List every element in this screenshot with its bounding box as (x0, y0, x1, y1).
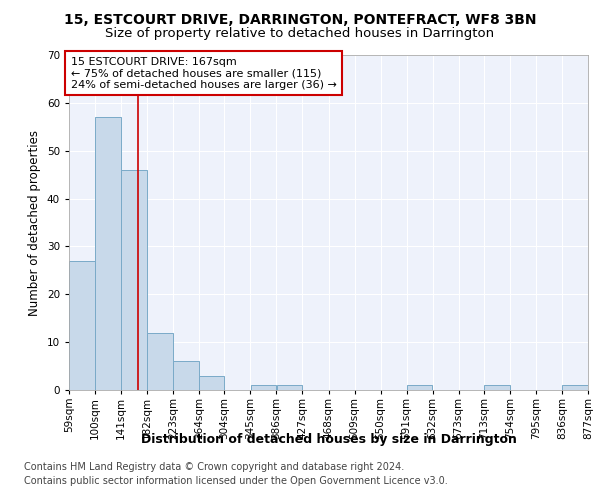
Bar (70, 261, 95, 390)
Bar (148, 332, 173, 390)
Bar (562, 385, 587, 390)
Bar (121, 170, 146, 390)
Text: 15, ESTCOURT DRIVE, DARRINGTON, PONTEFRACT, WF8 3BN: 15, ESTCOURT DRIVE, DARRINGTON, PONTEFRA… (64, 12, 536, 26)
Bar (407, 385, 432, 390)
Text: Size of property relative to detached houses in Darrington: Size of property relative to detached ho… (106, 28, 494, 40)
Bar (173, 362, 199, 390)
Bar (484, 385, 509, 390)
Text: Contains HM Land Registry data © Crown copyright and database right 2024.: Contains HM Land Registry data © Crown c… (24, 462, 404, 472)
Text: Contains public sector information licensed under the Open Government Licence v3: Contains public sector information licen… (24, 476, 448, 486)
Bar (277, 385, 302, 390)
Text: 15 ESTCOURT DRIVE: 167sqm
← 75% of detached houses are smaller (115)
24% of semi: 15 ESTCOURT DRIVE: 167sqm ← 75% of detac… (71, 56, 337, 90)
Bar (95, 117, 121, 390)
Bar (199, 376, 224, 390)
Text: Distribution of detached houses by size in Darrington: Distribution of detached houses by size … (141, 432, 517, 446)
Y-axis label: Number of detached properties: Number of detached properties (28, 130, 41, 316)
Bar (251, 385, 276, 390)
